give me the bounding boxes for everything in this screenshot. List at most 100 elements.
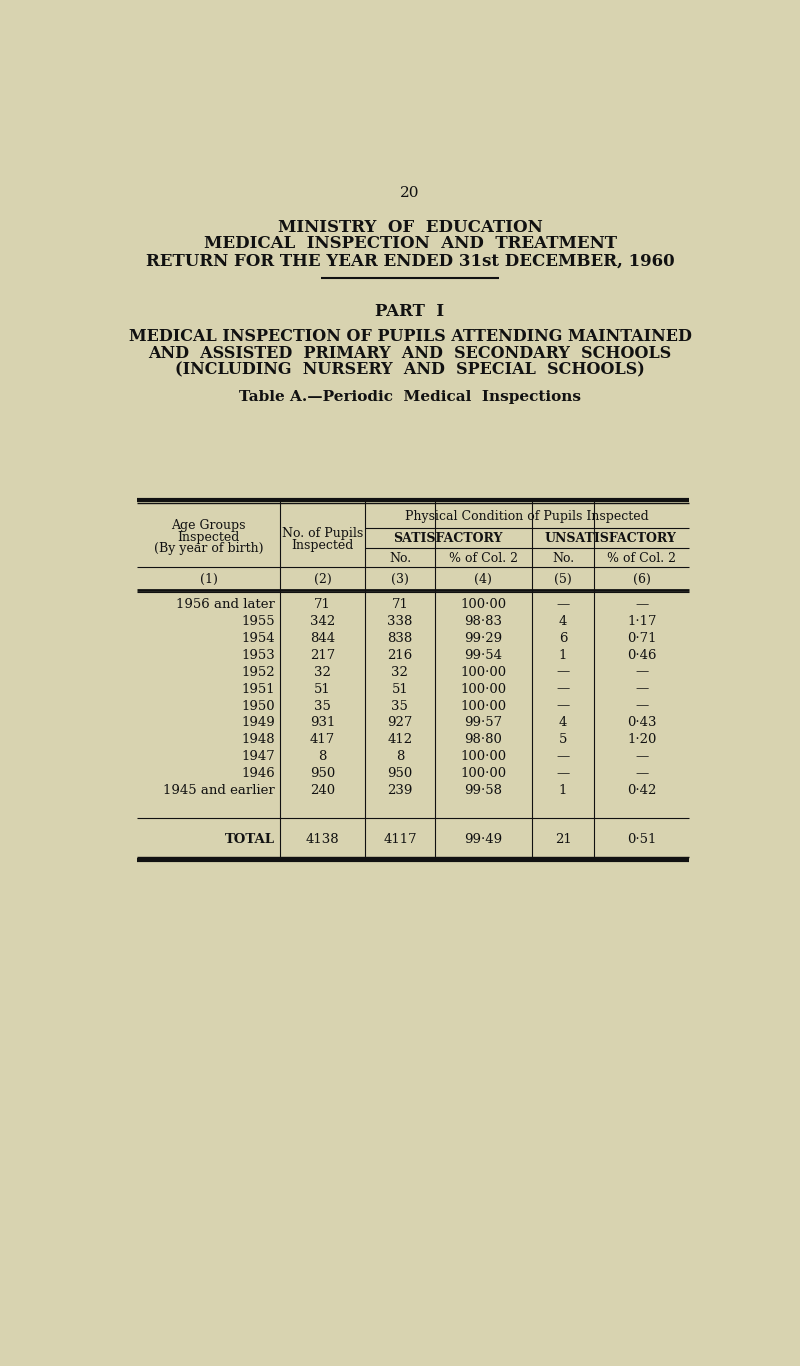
Text: 32: 32 bbox=[314, 665, 331, 679]
Text: 1: 1 bbox=[559, 784, 567, 798]
Text: UNSATISFACTORY: UNSATISFACTORY bbox=[545, 533, 676, 545]
Text: 1954: 1954 bbox=[242, 631, 275, 645]
Text: 417: 417 bbox=[310, 734, 335, 746]
Text: 4: 4 bbox=[559, 716, 567, 729]
Text: (3): (3) bbox=[391, 574, 409, 586]
Text: (6): (6) bbox=[633, 574, 650, 586]
Text: 1947: 1947 bbox=[242, 750, 275, 764]
Text: MEDICAL  INSPECTION  AND  TREATMENT: MEDICAL INSPECTION AND TREATMENT bbox=[203, 235, 617, 253]
Text: 35: 35 bbox=[314, 699, 331, 713]
Text: 240: 240 bbox=[310, 784, 335, 798]
Text: 931: 931 bbox=[310, 716, 335, 729]
Text: AND  ASSISTED  PRIMARY  AND  SECONDARY  SCHOOLS: AND ASSISTED PRIMARY AND SECONDARY SCHOO… bbox=[148, 344, 672, 362]
Text: 4138: 4138 bbox=[306, 833, 339, 847]
Text: 51: 51 bbox=[391, 683, 408, 695]
Text: 412: 412 bbox=[387, 734, 413, 746]
Text: 216: 216 bbox=[387, 649, 413, 661]
Text: Inspected: Inspected bbox=[178, 531, 240, 544]
Text: 6: 6 bbox=[559, 631, 567, 645]
Text: 98·83: 98·83 bbox=[464, 615, 502, 628]
Text: 51: 51 bbox=[314, 683, 331, 695]
Text: 21: 21 bbox=[554, 833, 571, 847]
Text: 1955: 1955 bbox=[242, 615, 275, 628]
Text: —: — bbox=[635, 665, 648, 679]
Text: 99·49: 99·49 bbox=[464, 833, 502, 847]
Text: 0·71: 0·71 bbox=[627, 631, 657, 645]
Text: 100·00: 100·00 bbox=[460, 683, 506, 695]
Text: 342: 342 bbox=[310, 615, 335, 628]
Text: 100·00: 100·00 bbox=[460, 768, 506, 780]
Text: SATISFACTORY: SATISFACTORY bbox=[394, 533, 503, 545]
Text: 0·43: 0·43 bbox=[627, 716, 657, 729]
Text: 927: 927 bbox=[387, 716, 413, 729]
Text: 1946: 1946 bbox=[242, 768, 275, 780]
Text: 950: 950 bbox=[387, 768, 413, 780]
Text: (5): (5) bbox=[554, 574, 572, 586]
Text: 0·46: 0·46 bbox=[627, 649, 657, 661]
Text: No.: No. bbox=[552, 552, 574, 564]
Text: (2): (2) bbox=[314, 574, 331, 586]
Text: 838: 838 bbox=[387, 631, 413, 645]
Text: (By year of birth): (By year of birth) bbox=[154, 542, 263, 556]
Text: 100·00: 100·00 bbox=[460, 699, 506, 713]
Text: Table A.—Periodic  Medical  Inspections: Table A.—Periodic Medical Inspections bbox=[239, 391, 581, 404]
Text: 1948: 1948 bbox=[242, 734, 275, 746]
Text: 844: 844 bbox=[310, 631, 335, 645]
Text: —: — bbox=[635, 750, 648, 764]
Text: 98·80: 98·80 bbox=[464, 734, 502, 746]
Text: 4117: 4117 bbox=[383, 833, 417, 847]
Text: 100·00: 100·00 bbox=[460, 598, 506, 611]
Text: —: — bbox=[557, 768, 570, 780]
Text: Inspected: Inspected bbox=[291, 538, 354, 552]
Text: PART  I: PART I bbox=[375, 303, 445, 320]
Text: No.: No. bbox=[389, 552, 411, 564]
Text: 1951: 1951 bbox=[242, 683, 275, 695]
Text: 239: 239 bbox=[387, 784, 413, 798]
Text: 1956 and later: 1956 and later bbox=[176, 598, 275, 611]
Text: —: — bbox=[557, 665, 570, 679]
Text: 1·17: 1·17 bbox=[627, 615, 657, 628]
Text: 8: 8 bbox=[396, 750, 404, 764]
Text: 5: 5 bbox=[559, 734, 567, 746]
Text: 1953: 1953 bbox=[242, 649, 275, 661]
Text: 217: 217 bbox=[310, 649, 335, 661]
Text: 32: 32 bbox=[391, 665, 408, 679]
Text: 1·20: 1·20 bbox=[627, 734, 657, 746]
Text: 950: 950 bbox=[310, 768, 335, 780]
Text: —: — bbox=[635, 699, 648, 713]
Text: 1950: 1950 bbox=[242, 699, 275, 713]
Text: 35: 35 bbox=[391, 699, 408, 713]
Text: (1): (1) bbox=[199, 574, 218, 586]
Text: 0·42: 0·42 bbox=[627, 784, 657, 798]
Text: 100·00: 100·00 bbox=[460, 665, 506, 679]
Text: 4: 4 bbox=[559, 615, 567, 628]
Text: Age Groups: Age Groups bbox=[171, 519, 246, 533]
Text: 20: 20 bbox=[400, 186, 420, 201]
Text: —: — bbox=[635, 598, 648, 611]
Text: 100·00: 100·00 bbox=[460, 750, 506, 764]
Text: 1949: 1949 bbox=[242, 716, 275, 729]
Text: 1952: 1952 bbox=[242, 665, 275, 679]
Text: Physical Condition of Pupils Inspected: Physical Condition of Pupils Inspected bbox=[405, 510, 649, 523]
Text: % of Col. 2: % of Col. 2 bbox=[607, 552, 676, 564]
Text: 1: 1 bbox=[559, 649, 567, 661]
Text: (INCLUDING  NURSERY  AND  SPECIAL  SCHOOLS): (INCLUDING NURSERY AND SPECIAL SCHOOLS) bbox=[175, 361, 645, 378]
Text: No. of Pupils: No. of Pupils bbox=[282, 527, 363, 540]
Text: RETURN FOR THE YEAR ENDED 31st DECEMBER, 1960: RETURN FOR THE YEAR ENDED 31st DECEMBER,… bbox=[146, 253, 674, 269]
Text: 99·29: 99·29 bbox=[464, 631, 502, 645]
Text: % of Col. 2: % of Col. 2 bbox=[449, 552, 518, 564]
Text: TOTAL: TOTAL bbox=[225, 833, 275, 847]
Text: 99·57: 99·57 bbox=[464, 716, 502, 729]
Text: 8: 8 bbox=[318, 750, 326, 764]
Text: 99·54: 99·54 bbox=[464, 649, 502, 661]
Text: —: — bbox=[635, 683, 648, 695]
Text: —: — bbox=[635, 768, 648, 780]
Text: 338: 338 bbox=[387, 615, 413, 628]
Text: 0·51: 0·51 bbox=[627, 833, 657, 847]
Text: 71: 71 bbox=[314, 598, 331, 611]
Text: —: — bbox=[557, 683, 570, 695]
Text: 71: 71 bbox=[391, 598, 408, 611]
Text: —: — bbox=[557, 598, 570, 611]
Text: MINISTRY  OF  EDUCATION: MINISTRY OF EDUCATION bbox=[278, 219, 542, 235]
Text: —: — bbox=[557, 750, 570, 764]
